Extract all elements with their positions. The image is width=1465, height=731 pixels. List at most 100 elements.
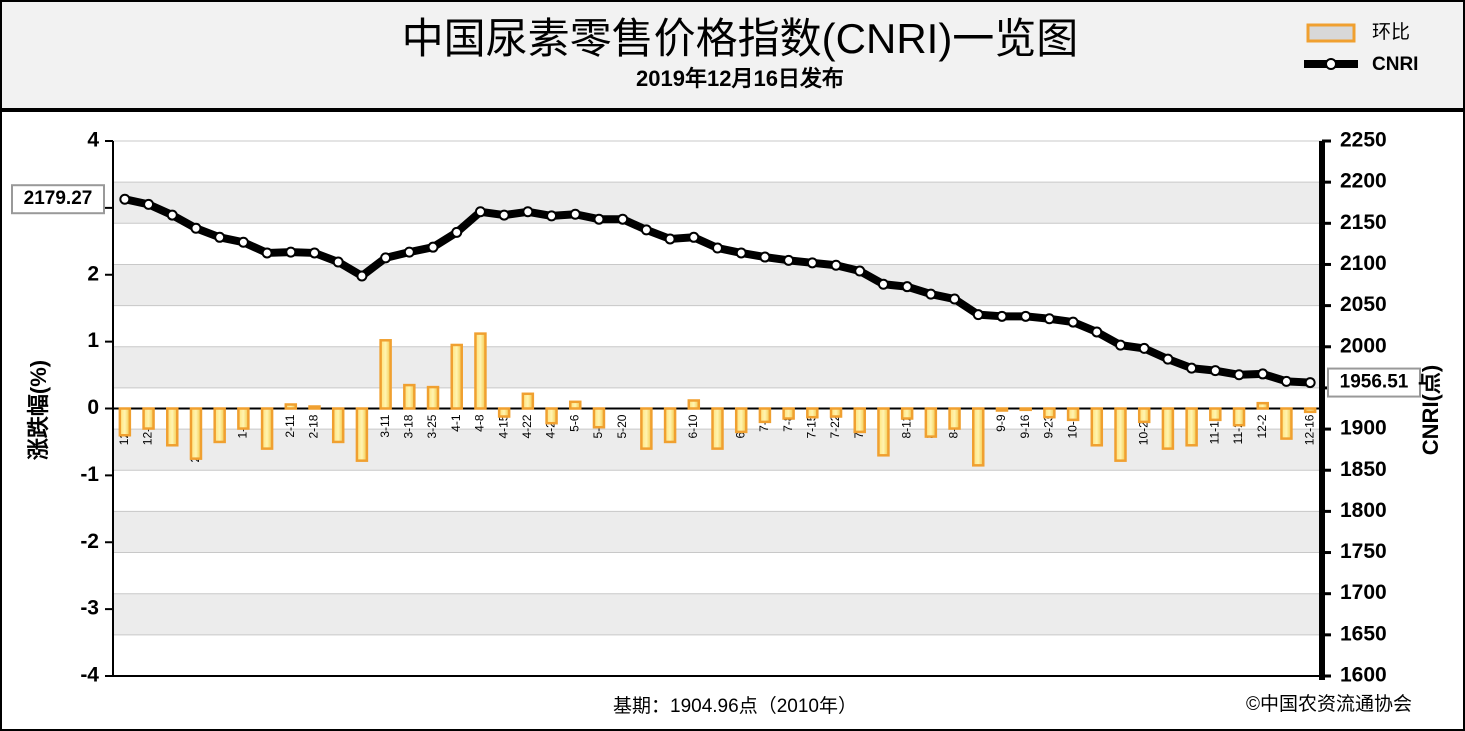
- bar: [853, 407, 866, 434]
- bar: [640, 407, 653, 450]
- bar: [900, 407, 914, 420]
- plot: 1600165017001750180018501900195020002050…: [11, 129, 1421, 687]
- marker: [617, 213, 629, 225]
- marker: [1304, 377, 1316, 389]
- bar: [189, 407, 203, 460]
- grid-band: [113, 264, 1322, 306]
- x-tick-label: 12-16: [1302, 414, 1316, 445]
- bar: [260, 407, 274, 450]
- marker: [403, 246, 415, 258]
- bar: [592, 407, 606, 429]
- marker: [427, 241, 439, 253]
- x-tick-label: 5-20: [615, 414, 629, 438]
- marker: [451, 226, 463, 238]
- bar: [1066, 407, 1080, 422]
- bar: [711, 407, 724, 450]
- x-tick-label: 12-2: [1255, 414, 1269, 438]
- marker: [664, 233, 676, 245]
- value-label: 2179.27: [24, 188, 93, 209]
- marker: [261, 247, 273, 259]
- chart-title: 中国尿素零售价格指数(CNRI)一览图: [402, 15, 1079, 62]
- bar: [1232, 407, 1246, 427]
- bar: [355, 407, 369, 462]
- y2-tick-label: 1650: [1340, 622, 1387, 645]
- bar: [734, 407, 748, 434]
- marker: [1162, 353, 1174, 365]
- bar: [948, 407, 961, 430]
- marker: [996, 310, 1008, 322]
- legend-swatch: [1306, 23, 1356, 43]
- marker: [1043, 313, 1055, 325]
- value-label: 1956.51: [1340, 372, 1409, 393]
- bar: [450, 343, 463, 410]
- y2-tick-label: 1750: [1340, 540, 1387, 563]
- y2-tick-label: 1700: [1340, 581, 1387, 604]
- bar: [1185, 407, 1198, 447]
- bar: [118, 407, 132, 437]
- grid-band: [113, 593, 1322, 635]
- y2-tick-label: 2100: [1340, 252, 1387, 275]
- x-tick-label: 9-9: [994, 414, 1008, 432]
- y2-tick-label: 1800: [1340, 499, 1387, 522]
- y2-tick-label: 1900: [1340, 417, 1387, 440]
- x-tick-label: 5-6: [567, 414, 581, 432]
- marker: [877, 278, 889, 290]
- legend-label: 环比: [1372, 21, 1410, 43]
- bar: [497, 407, 511, 418]
- chart-subtitle: 2019年12月16日发布: [636, 66, 844, 91]
- x-tick-label: 2-11: [283, 414, 297, 437]
- y-tick-label: -1: [80, 463, 99, 486]
- y-axis-label: 涨跌幅(%): [26, 360, 51, 460]
- bar: [426, 385, 440, 410]
- bar: [569, 400, 582, 410]
- marker: [783, 254, 795, 266]
- y-tick-label: -2: [80, 530, 99, 553]
- bar: [758, 407, 772, 424]
- y-tick-label: -3: [80, 597, 99, 620]
- x-tick-label: 4-15: [496, 414, 510, 438]
- bar: [687, 399, 701, 410]
- bar: [308, 405, 321, 410]
- marker: [1186, 362, 1198, 374]
- bar: [142, 407, 155, 430]
- marker: [949, 293, 961, 305]
- marker: [712, 242, 723, 254]
- bar: [545, 407, 558, 425]
- y-tick-label: 1: [87, 329, 99, 352]
- marker: [688, 231, 700, 243]
- y2-tick-label: 2250: [1340, 129, 1387, 152]
- x-tick-label: 3-18: [401, 414, 415, 438]
- value-label-box: [1327, 367, 1421, 398]
- marker: [356, 270, 368, 282]
- marker: [901, 281, 913, 293]
- marker: [569, 208, 581, 220]
- y2-tick-label: 2050: [1340, 293, 1387, 316]
- bar: [1256, 401, 1269, 410]
- x-tick-label: 7-22: [828, 414, 842, 438]
- marker: [806, 257, 818, 269]
- y2-tick-label: 2150: [1340, 211, 1387, 234]
- grid-band: [113, 511, 1322, 553]
- bar: [1303, 407, 1317, 414]
- marker: [1209, 365, 1221, 377]
- marker: [166, 209, 178, 221]
- header: [2, 2, 1463, 109]
- marker: [854, 265, 866, 277]
- x-tick-label: 9-16: [1018, 414, 1032, 438]
- bar: [379, 339, 392, 410]
- grid-band: [113, 346, 1322, 388]
- marker: [1067, 316, 1079, 328]
- bar: [284, 403, 298, 410]
- y-tick-label: 4: [87, 129, 99, 152]
- marker: [1233, 369, 1245, 381]
- marker: [1091, 326, 1103, 338]
- marker: [1138, 342, 1150, 354]
- legend-marker: [1325, 58, 1337, 70]
- marker: [380, 252, 392, 264]
- marker: [498, 209, 510, 221]
- bar: [829, 407, 843, 418]
- bar: [1114, 407, 1127, 462]
- marker: [143, 198, 155, 210]
- bar: [1019, 407, 1032, 412]
